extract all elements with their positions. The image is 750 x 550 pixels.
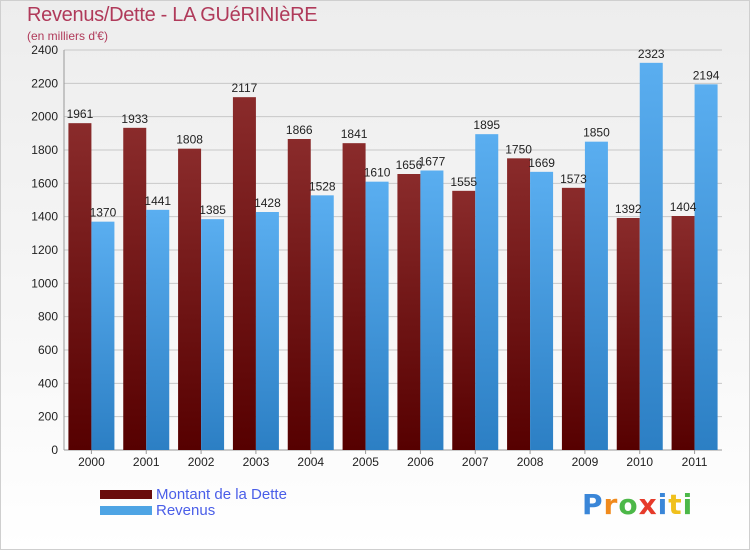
- legend-swatch-dette: [100, 489, 152, 499]
- bar-dette: [232, 97, 256, 451]
- data-label-dette: 1750: [505, 142, 532, 156]
- bar-revenus: [310, 195, 334, 450]
- legend-item-revenus: Revenus: [100, 502, 287, 518]
- legend-item-dette: Montant de la Dette: [100, 486, 287, 502]
- x-tick-label: 2010: [626, 455, 653, 469]
- data-label-dette: 1555: [450, 175, 477, 189]
- data-label-dette: 1392: [615, 202, 642, 216]
- y-tick-labels: 0 200 400 600 800 1000 1200 1400 1600 1800 2000 220…: [31, 43, 58, 457]
- data-label-dette: 1808: [176, 133, 203, 147]
- data-label-dette: 2117: [232, 81, 258, 95]
- bar-dette: [397, 174, 421, 450]
- y-tick-label: 2200: [31, 76, 58, 90]
- data-labels: 1961 1370 1933 1441 1808 1385 2117 1428 1866 1528…: [67, 47, 720, 220]
- x-tick-label: 2004: [297, 455, 324, 469]
- data-label-dette: 1866: [286, 123, 313, 137]
- y-tick-label: 800: [38, 310, 58, 324]
- bar-dette: [178, 148, 202, 450]
- legend-label-revenus: Revenus: [156, 501, 216, 519]
- y-tick-label: 600: [38, 343, 58, 357]
- y-tick-label: 1400: [31, 210, 58, 224]
- bar-dette: [616, 218, 640, 450]
- y-tick-label: 2000: [31, 110, 58, 124]
- y-tick-label: 1800: [31, 143, 58, 157]
- bar-revenus: [420, 170, 444, 450]
- bar-dette: [452, 190, 476, 451]
- data-label-dette: 1573: [560, 172, 587, 186]
- bar-dette: [68, 123, 92, 451]
- bar-revenus: [530, 171, 554, 451]
- data-label-revenus: 1850: [583, 126, 610, 140]
- bar-dette: [507, 158, 531, 451]
- bar-revenus: [694, 84, 718, 450]
- x-tick-label: 2003: [243, 455, 270, 469]
- x-tick-label: 2006: [407, 455, 434, 469]
- data-label-revenus: 2323: [638, 47, 665, 61]
- bar-revenus: [146, 209, 170, 450]
- data-label-dette: 1841: [341, 127, 368, 141]
- x-tick-label: 2005: [352, 455, 379, 469]
- bar-revenus: [584, 141, 608, 450]
- x-tick-labels: 2000 2001 2002 2003 2004 2005 2006 2007 2008 2009…: [78, 450, 708, 469]
- y-tick-label: 400: [38, 376, 58, 390]
- bars: [68, 62, 718, 451]
- data-label-revenus: 1610: [364, 166, 391, 180]
- legend-swatch-revenus: [100, 505, 152, 515]
- data-label-revenus: 1385: [199, 203, 226, 217]
- data-label-revenus: 1669: [528, 156, 555, 170]
- grid-lines: [63, 49, 722, 451]
- y-tick-label: 2400: [31, 43, 58, 57]
- legend-label-dette: Montant de la Dette: [156, 485, 287, 503]
- x-tick-label: 2007: [462, 455, 489, 469]
- bar-dette: [287, 139, 311, 450]
- y-tick-label: 0: [51, 443, 58, 457]
- bar-revenus: [201, 219, 225, 450]
- y-tick-label: 200: [38, 410, 58, 424]
- bar-revenus: [91, 221, 115, 450]
- data-label-revenus: 1677: [419, 155, 446, 169]
- data-label-dette: 1404: [670, 200, 697, 214]
- bar-dette: [561, 187, 585, 451]
- legend: Montant de la Dette Revenus: [100, 486, 287, 518]
- y-tick-label: 1600: [31, 176, 58, 190]
- data-label-dette: 1933: [121, 112, 148, 126]
- x-tick-label: 2002: [188, 455, 215, 469]
- bar-revenus: [475, 134, 499, 450]
- data-label-dette: 1656: [396, 158, 423, 172]
- chart-subtitle: (en milliers d'€): [27, 29, 108, 43]
- x-tick-label: 2009: [572, 455, 599, 469]
- chart-title: Revenus/Dette - LA GUéRINIèRE: [27, 4, 318, 26]
- data-label-revenus: 2194: [693, 68, 720, 82]
- bar-revenus: [639, 62, 663, 450]
- bar-dette: [671, 216, 695, 450]
- x-tick-label: 2011: [682, 455, 708, 469]
- x-tick-label: 2000: [78, 455, 105, 469]
- data-label-revenus: 1370: [90, 206, 117, 220]
- bar-dette: [123, 127, 147, 450]
- bar-dette: [342, 143, 366, 450]
- data-label-revenus: 1528: [309, 179, 336, 193]
- bar-revenus: [255, 212, 279, 450]
- proxiti-logo: Proxiti: [582, 488, 694, 521]
- x-tick-label: 2001: [133, 455, 160, 469]
- data-label-revenus: 1428: [254, 196, 281, 210]
- bar-revenus: [365, 181, 389, 450]
- data-label-revenus: 1441: [144, 194, 171, 208]
- y-tick-label: 1000: [31, 276, 58, 290]
- x-tick-label: 2008: [517, 455, 544, 469]
- y-tick-label: 1200: [31, 243, 58, 257]
- data-label-dette: 1961: [67, 107, 94, 121]
- data-label-revenus: 1895: [473, 118, 500, 132]
